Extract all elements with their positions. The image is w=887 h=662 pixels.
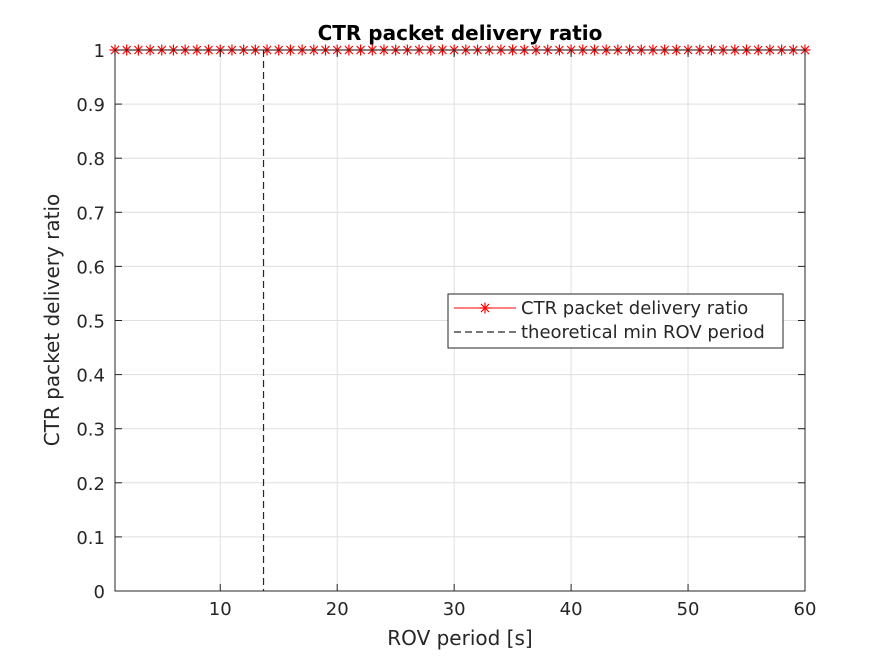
y-tick-label: 0.4 xyxy=(76,366,105,387)
tick-labels: 10 20 30 40 50 60 0 0.1 0.2 0.3 0.4 0.5 0.6 0.7 0.8 0.9… xyxy=(76,41,816,620)
y-tick-label: 0.3 xyxy=(76,420,105,441)
y-tick-label: 0 xyxy=(94,582,105,603)
chart-title: CTR packet delivery ratio xyxy=(318,21,603,45)
y-tick-label: 0.9 xyxy=(76,95,105,116)
legend-label-series-2: theoretical min ROV period xyxy=(521,322,765,343)
y-tick-label: 0.1 xyxy=(76,528,105,549)
y-tick-label: 0.6 xyxy=(76,257,105,278)
y-tick-label: 0.8 xyxy=(76,149,105,170)
x-axis-label: ROV period [s] xyxy=(387,626,532,650)
legend-label-series-1: CTR packet delivery ratio xyxy=(521,298,748,319)
x-tick-label: 30 xyxy=(443,599,466,620)
grid xyxy=(115,49,806,592)
x-tick-label: 10 xyxy=(209,599,232,620)
x-tick-label: 40 xyxy=(560,599,583,620)
legend-marker-series-1 xyxy=(479,302,491,314)
legend-box xyxy=(447,293,784,349)
legend: CTR packet delivery ratio theoretical mi… xyxy=(447,293,784,349)
y-tick-label: 0.7 xyxy=(76,203,105,224)
x-tick-label: 50 xyxy=(677,599,700,620)
x-tick-label: 60 xyxy=(794,599,817,620)
y-tick-label: 0.5 xyxy=(76,312,105,333)
y-axis-label: CTR packet delivery ratio xyxy=(40,194,64,447)
ticks xyxy=(115,49,806,592)
y-tick-label: 0.2 xyxy=(76,474,105,495)
y-tick-label: 1 xyxy=(94,41,105,62)
x-tick-label: 20 xyxy=(326,599,349,620)
